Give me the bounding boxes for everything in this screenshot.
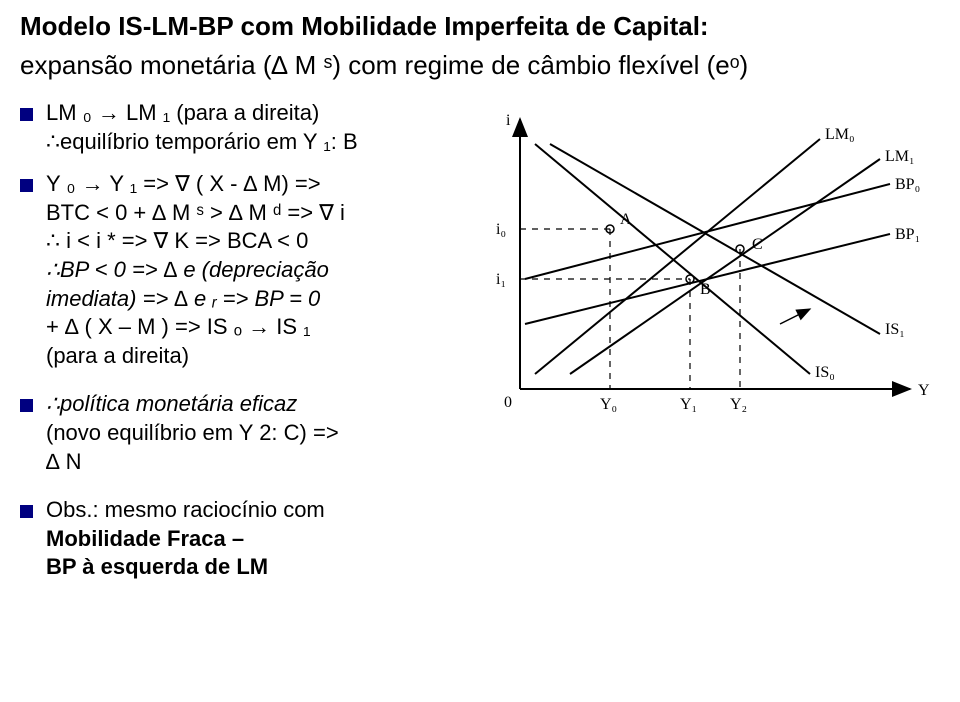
bullet-2-line1: Y ₀ → Y ₁ => ∇ ( X - ∆ M) => [46,171,321,196]
svg-text:0: 0 [504,394,512,411]
bullet-2-line5: imediata) => ∆ e ᵣ => BP = 0 [46,286,320,311]
page-title: Modelo IS-LM-BP com Mobilidade Imperfeit… [20,10,940,43]
bullet-3: ∴política monetária eficaz (novo equilíb… [20,390,470,476]
bullet-2-line2: BTC < 0 + ∆ M ˢ > ∆ M ᵈ => ∇ i [46,200,345,225]
islm-bp-diagram: i Y 0 LM₀ LM₁ BP₀ BP₁ IS₁ IS₀ A B Ci₀ i₁ Y₀ Y₁ Y₂ [480,99,940,439]
bullet-4-line2: Mobilidade Fraca – [46,526,244,551]
bullet-4-line1: Obs.: mesmo raciocínio com [46,497,325,522]
bullet-2-line6: + ∆ ( X – M ) => IS ₒ → IS ₁ [46,314,311,339]
svg-text:Y₂: Y₂ [730,396,747,413]
svg-text:i₀: i₀ [496,221,506,238]
svg-text:IS₀: IS₀ [815,364,835,381]
svg-text:C: C [752,236,763,253]
bullet-1-line2: ∴equilíbrio temporário em Y ₁: B [46,129,358,154]
svg-text:Y₁: Y₁ [680,396,697,413]
svg-text:i: i [506,112,511,129]
bullet-3-line2: (novo equilíbrio em Y 2: C) => [46,420,339,445]
bullet-3-line1: ∴política monetária eficaz [46,391,297,416]
bullet-4: Obs.: mesmo raciocínio com Mobilidade Fr… [20,496,470,582]
bullet-2-line4: ∴BP < 0 => ∆ e (depreciação [46,257,329,282]
bullet-2: Y ₀ → Y ₁ => ∇ ( X - ∆ M) => BTC < 0 + ∆… [20,170,470,370]
svg-text:B: B [700,281,711,298]
bullet-4-line3: BP à esquerda de LM [46,554,268,579]
bullet-2-line7: (para a direita) [46,343,189,368]
svg-text:LM₁: LM₁ [885,148,915,165]
figure-column: i Y 0 LM₀ LM₁ BP₀ BP₁ IS₁ IS₀ A B Ci₀ i₁ Y₀ Y₁ Y₂ [480,99,940,602]
svg-text:Y₀: Y₀ [600,396,617,413]
svg-text:IS₁: IS₁ [885,321,905,338]
svg-text:BP₁: BP₁ [895,226,920,243]
svg-text:Y: Y [918,382,930,399]
bullet-1-line1: LM ₀ → LM ₁ (para a direita) [46,100,319,125]
bullet-3-line3: ∆ N [46,449,81,474]
svg-text:LM₀: LM₀ [825,126,855,143]
page-subtitle: expansão monetária (∆ M ˢ) com regime de… [20,49,940,82]
svg-text:BP₀: BP₀ [895,176,920,193]
bullet-2-line3: ∴ i < i * => ∇ K => BCA < 0 [46,228,308,253]
bullet-1: LM ₀ → LM ₁ (para a direita) ∴equilíbrio… [20,99,470,156]
svg-text:i₁: i₁ [496,271,506,288]
text-column: LM ₀ → LM ₁ (para a direita) ∴equilíbrio… [20,99,480,602]
svg-text:A: A [620,211,632,228]
